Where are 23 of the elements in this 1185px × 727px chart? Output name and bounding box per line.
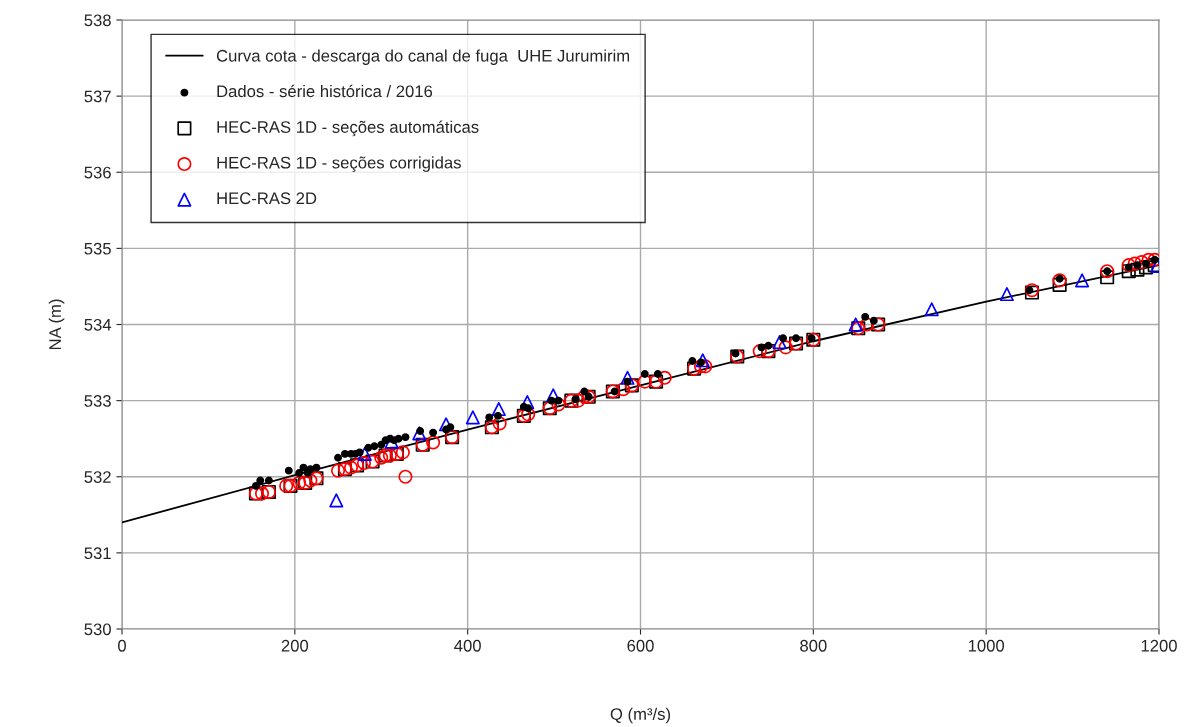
x-tick-label: 1000 <box>968 639 1005 652</box>
y-tick-label: 531 <box>84 547 111 560</box>
y-axis-title: NA (m) <box>48 299 65 350</box>
y-tick-label: 530 <box>84 623 111 636</box>
y-tick-label: 538 <box>84 14 111 27</box>
legend-label: HEC-RAS 1D - seções automáticas <box>217 120 479 137</box>
x-axis-title: Q (m³/s) <box>610 707 671 724</box>
legend-label: Dados - série histórica / 2016 <box>217 84 433 98</box>
y-tick-label: 534 <box>84 318 112 331</box>
y-tick-label: 532 <box>84 471 111 483</box>
x-tick-label: 200 <box>281 639 309 652</box>
x-tick-label: 1200 <box>1141 639 1177 652</box>
x-tick-label: 400 <box>454 639 481 652</box>
legend-label: HEC-RAS 1D - seções corrigidas <box>217 156 461 172</box>
y-tick-label: 533 <box>84 395 111 407</box>
legend-label: Curva cota - descarga do canal de fuga UHE Jurumirim <box>216 49 630 65</box>
y-tick-label: 537 <box>84 90 111 103</box>
y-tick-label: 535 <box>84 242 111 255</box>
y-tick-label: 536 <box>84 166 111 179</box>
legend-label: HEC-RAS 2D <box>217 192 317 205</box>
x-tick-label: 0 <box>118 639 126 652</box>
x-tick-label: 800 <box>800 639 827 652</box>
x-tick-label: 600 <box>627 639 654 652</box>
